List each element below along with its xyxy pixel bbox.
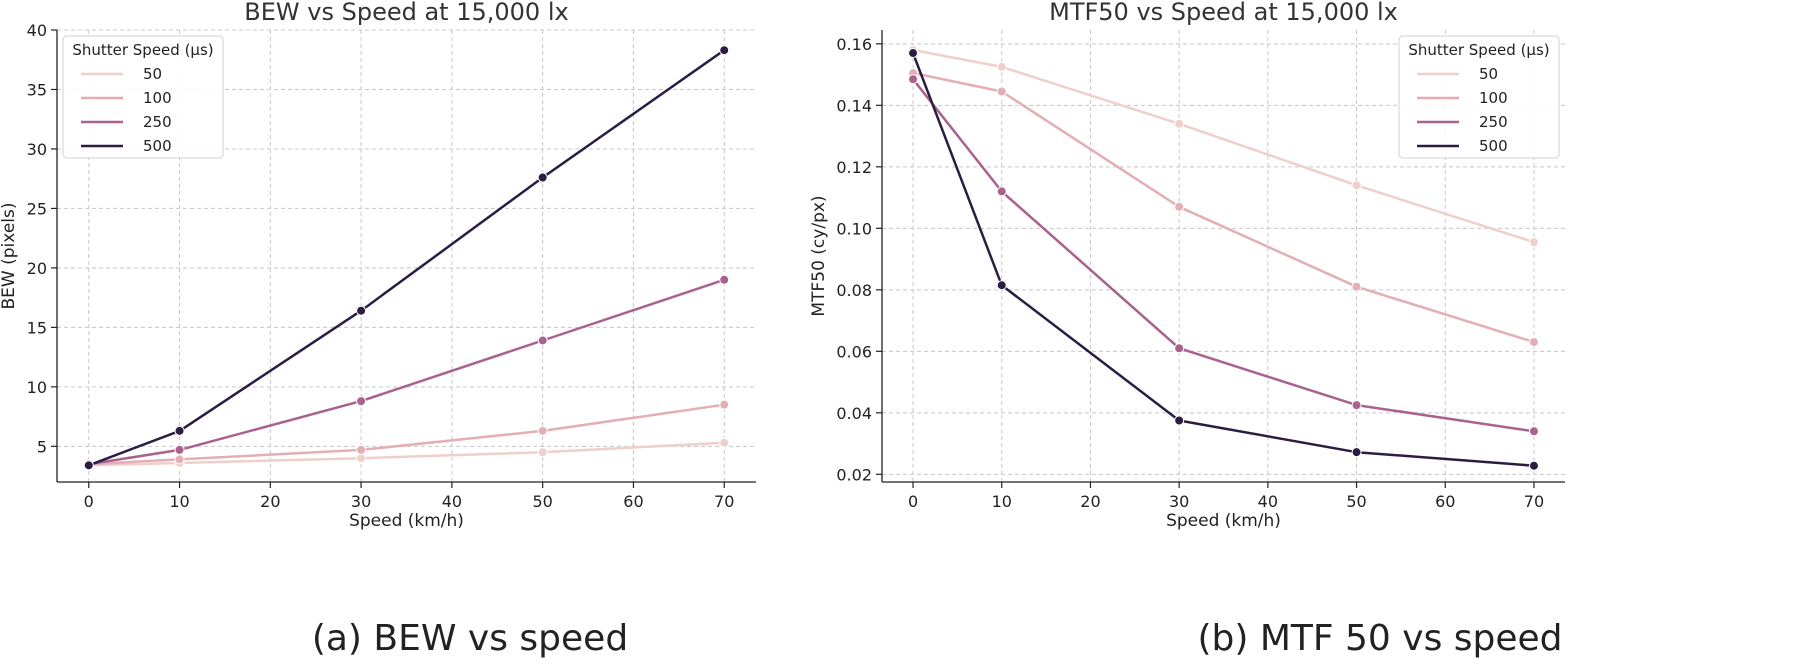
data-point-250 (1351, 400, 1362, 411)
x-tick-label: 70 (1524, 492, 1544, 511)
y-tick-label: 0.16 (836, 35, 872, 54)
data-point-500 (537, 172, 548, 183)
y-tick-label: 20 (27, 259, 47, 278)
data-point-50 (356, 453, 367, 464)
data-point-500 (174, 425, 185, 436)
caption-a: (a) BEW vs speed (311, 618, 629, 659)
data-point-100 (1351, 281, 1362, 292)
caption-b: (b) MTF 50 vs speed (1197, 618, 1563, 659)
x-tick-label: 70 (714, 492, 734, 511)
x-tick-label: 0 (908, 492, 918, 511)
y-tick-label: 35 (27, 80, 47, 99)
data-point-250 (719, 274, 730, 285)
x-tick-label: 0 (84, 492, 94, 511)
legend-label-500: 500 (143, 137, 172, 155)
y-axis-label: MTF50 (cy/px) (809, 195, 829, 316)
data-point-500 (83, 460, 94, 471)
series-line-250 (88, 278, 725, 466)
legend-label-100: 100 (143, 89, 172, 107)
y-tick-label: 0.02 (836, 465, 872, 484)
data-point-500 (908, 48, 919, 59)
data-point-250 (908, 74, 919, 85)
y-tick-label: 10 (27, 378, 47, 397)
y-tick-label: 0.10 (836, 219, 872, 238)
data-point-50 (1174, 118, 1185, 129)
data-point-250 (996, 186, 1007, 197)
y-tick-label: 0.08 (836, 281, 872, 300)
x-tick-label: 40 (442, 492, 462, 511)
data-point-100 (996, 86, 1007, 97)
data-point-500 (1174, 415, 1185, 426)
x-tick-label: 40 (1258, 492, 1278, 511)
data-point-50 (1351, 180, 1362, 191)
y-tick-label: 15 (27, 318, 47, 337)
y-tick-label: 0.06 (836, 342, 872, 361)
x-tick-label: 20 (1080, 492, 1100, 511)
data-point-500 (719, 45, 730, 56)
legend-label-250: 250 (1479, 113, 1508, 131)
data-point-50 (1528, 237, 1539, 248)
y-tick-label: 30 (27, 140, 47, 159)
data-point-250 (1174, 343, 1185, 354)
data-point-100 (719, 399, 730, 410)
data-point-500 (1351, 447, 1362, 458)
x-tick-label: 50 (1346, 492, 1366, 511)
chart-title: MTF50 vs Speed at 15,000 lx (1049, 0, 1398, 26)
x-axis-label: Speed (km/h) (349, 511, 464, 531)
data-point-500 (356, 305, 367, 316)
x-tick-label: 60 (623, 492, 643, 511)
y-tick-label: 0.14 (836, 96, 872, 115)
data-point-250 (174, 444, 185, 455)
chart-mtf50-vs-speed: 0 10 20 30 40 50 60 70 0.02 0.04 0.06 0.08 0.10 0.12 0… (809, 0, 1565, 531)
y-tick-label: 0.04 (836, 404, 872, 423)
data-point-50 (719, 437, 730, 448)
legend-label-500: 500 (1479, 137, 1508, 155)
y-tick-label: 40 (27, 21, 47, 40)
legend-box (62, 35, 224, 159)
data-point-250 (537, 335, 548, 346)
data-point-100 (174, 454, 185, 465)
data-point-50 (537, 447, 548, 458)
chart-bew-vs-speed: 0 10 20 30 40 50 60 70 5 10 15 20 25 30 35 40 BEW vs Spe… (0, 0, 756, 531)
x-tick-label: 30 (1169, 492, 1189, 511)
x-tick-label: 30 (351, 492, 371, 511)
y-tick-label: 5 (37, 437, 47, 456)
data-point-500 (996, 280, 1007, 291)
data-point-100 (1174, 201, 1185, 212)
x-axis-label: Speed (km/h) (1166, 511, 1281, 531)
legend-label-100: 100 (1479, 89, 1508, 107)
data-point-500 (1528, 460, 1539, 471)
legend-title: Shutter Speed (µs) (72, 41, 213, 59)
y-tick-label: 0.12 (836, 158, 872, 177)
data-point-100 (537, 425, 548, 436)
x-tick-label: 50 (532, 492, 552, 511)
legend-box (1398, 35, 1560, 159)
x-tick-label: 10 (169, 492, 189, 511)
data-point-250 (356, 396, 367, 407)
x-tick-label: 20 (260, 492, 280, 511)
y-axis-label: BEW (pixels) (0, 203, 19, 310)
data-point-100 (356, 444, 367, 455)
x-tick-label: 10 (992, 492, 1012, 511)
legend-label-50: 50 (1479, 65, 1498, 83)
x-tick-label: 60 (1435, 492, 1455, 511)
legend-label-50: 50 (143, 65, 162, 83)
chart-title: BEW vs Speed at 15,000 lx (244, 0, 568, 26)
legend-label-250: 250 (143, 113, 172, 131)
data-point-250 (1528, 426, 1539, 437)
series-line-100 (88, 403, 725, 466)
data-point-50 (996, 61, 1007, 72)
legend-title: Shutter Speed (µs) (1408, 41, 1549, 59)
data-point-100 (1528, 337, 1539, 348)
y-tick-label: 25 (27, 199, 47, 218)
